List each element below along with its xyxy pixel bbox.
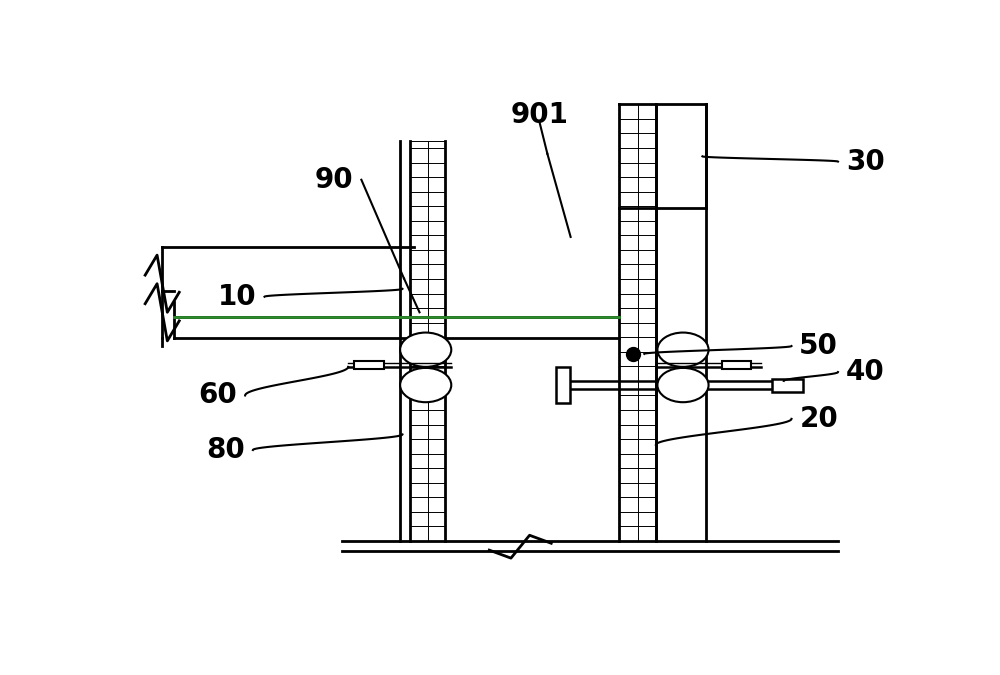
Text: 60: 60 <box>199 381 237 410</box>
Text: 30: 30 <box>846 148 885 176</box>
Bar <box>722 361 751 369</box>
Circle shape <box>400 368 451 402</box>
Circle shape <box>657 333 709 367</box>
Bar <box>354 361 384 369</box>
Text: 901: 901 <box>511 101 569 129</box>
Text: 50: 50 <box>799 332 838 360</box>
Text: 10: 10 <box>218 283 257 310</box>
Text: 20: 20 <box>799 405 838 433</box>
Circle shape <box>657 368 709 402</box>
Bar <box>556 367 570 403</box>
Bar <box>619 105 656 541</box>
Text: 90: 90 <box>315 166 354 194</box>
Circle shape <box>400 333 451 367</box>
Text: 40: 40 <box>846 358 885 386</box>
Bar <box>772 379 803 391</box>
Bar <box>410 141 445 541</box>
Text: 80: 80 <box>206 436 245 464</box>
